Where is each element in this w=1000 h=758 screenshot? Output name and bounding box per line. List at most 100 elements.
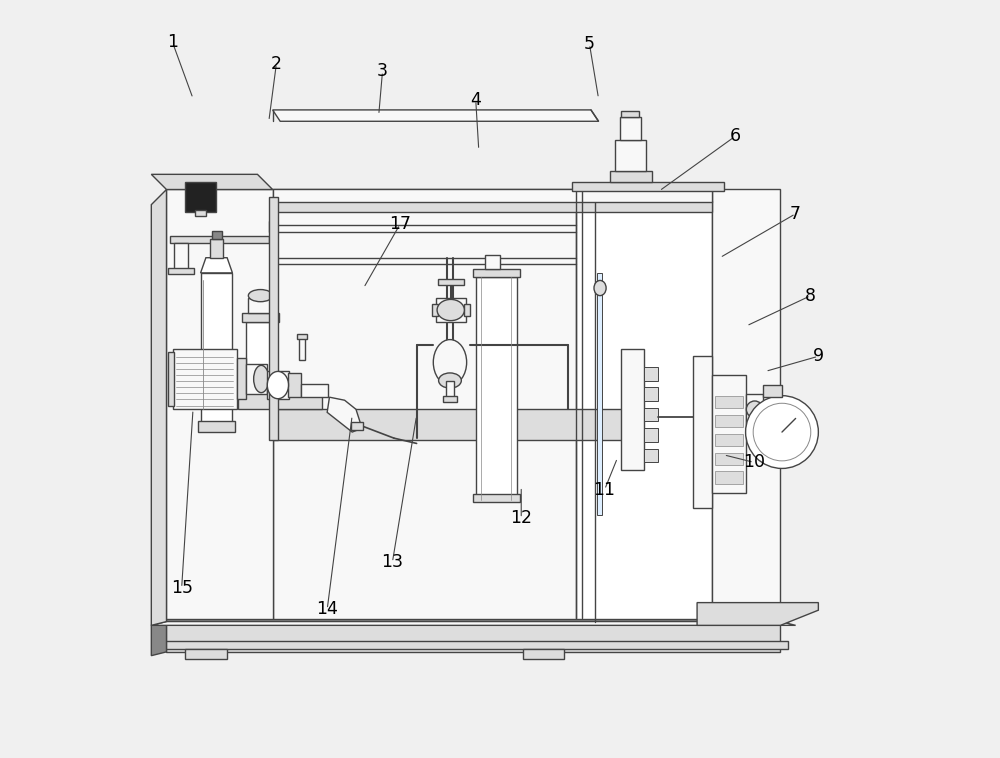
Ellipse shape <box>439 373 461 388</box>
Bar <box>485 255 500 269</box>
Bar <box>185 182 216 212</box>
Bar <box>523 649 564 659</box>
Polygon shape <box>151 622 796 625</box>
Bar <box>715 434 743 446</box>
Text: 7: 7 <box>790 205 801 223</box>
Bar <box>715 396 743 408</box>
Ellipse shape <box>594 280 606 296</box>
Bar <box>246 375 275 383</box>
Bar <box>273 201 712 212</box>
Text: 11: 11 <box>594 481 616 499</box>
Text: 9: 9 <box>813 347 824 365</box>
Text: 3: 3 <box>377 62 388 80</box>
Bar <box>166 641 788 649</box>
Text: 2: 2 <box>271 55 282 73</box>
Ellipse shape <box>267 371 289 399</box>
Bar <box>212 231 222 239</box>
Polygon shape <box>201 258 232 273</box>
Bar <box>644 367 658 381</box>
Bar <box>712 190 780 622</box>
Bar <box>168 352 174 406</box>
Ellipse shape <box>254 365 269 393</box>
Bar <box>443 396 457 402</box>
Bar <box>273 189 712 202</box>
Bar <box>174 243 188 273</box>
Bar <box>166 190 273 622</box>
Bar <box>299 337 305 360</box>
Ellipse shape <box>437 299 464 321</box>
Text: 12: 12 <box>510 509 532 528</box>
Bar <box>432 304 438 316</box>
Text: 15: 15 <box>171 579 193 597</box>
Bar <box>170 236 269 243</box>
Bar <box>712 375 746 493</box>
Polygon shape <box>151 174 273 190</box>
Polygon shape <box>273 110 599 121</box>
Bar <box>351 422 363 430</box>
Bar <box>476 277 517 500</box>
Bar <box>644 428 658 442</box>
Bar <box>446 381 454 398</box>
Bar <box>273 190 629 622</box>
Bar <box>693 356 712 508</box>
Bar <box>438 279 464 285</box>
Bar <box>288 373 301 397</box>
Bar <box>621 349 644 470</box>
Bar <box>248 298 271 313</box>
Bar <box>246 364 267 394</box>
Bar <box>238 393 322 409</box>
Bar <box>297 334 307 339</box>
Bar <box>267 371 289 399</box>
Polygon shape <box>151 190 166 625</box>
Bar <box>301 384 328 397</box>
Bar <box>615 140 646 171</box>
Bar <box>576 190 712 622</box>
Bar <box>273 409 629 440</box>
Circle shape <box>753 403 811 461</box>
Bar <box>572 182 724 191</box>
Bar <box>644 449 658 462</box>
Bar <box>201 273 232 424</box>
Bar <box>644 408 658 421</box>
Bar <box>715 415 743 427</box>
Polygon shape <box>327 397 362 432</box>
Polygon shape <box>151 622 166 656</box>
Bar <box>173 349 237 409</box>
Text: 8: 8 <box>805 287 816 305</box>
Bar <box>166 619 788 623</box>
Bar <box>269 221 276 232</box>
Circle shape <box>746 396 818 468</box>
Bar <box>746 394 763 424</box>
Bar <box>195 210 206 216</box>
Bar <box>166 622 780 652</box>
Bar <box>210 239 223 258</box>
Bar <box>237 358 246 399</box>
Text: 17: 17 <box>389 215 411 233</box>
Text: 1: 1 <box>167 33 178 52</box>
Bar <box>644 387 658 401</box>
Bar <box>473 269 520 277</box>
Bar <box>473 494 520 502</box>
Bar <box>246 322 275 379</box>
Bar <box>436 298 466 322</box>
Bar <box>715 453 743 465</box>
Ellipse shape <box>248 290 273 302</box>
Text: 4: 4 <box>470 91 481 109</box>
Ellipse shape <box>746 401 763 418</box>
Bar <box>597 273 602 515</box>
Text: 10: 10 <box>743 453 765 471</box>
Bar <box>269 197 278 440</box>
Bar <box>620 117 641 140</box>
Text: 6: 6 <box>729 127 741 146</box>
Bar <box>185 649 227 659</box>
Text: 14: 14 <box>316 600 338 619</box>
Bar <box>198 421 235 432</box>
Bar <box>168 268 194 274</box>
Bar <box>464 304 470 316</box>
Bar <box>763 385 782 397</box>
Bar <box>610 171 652 182</box>
Bar <box>715 471 743 484</box>
Bar <box>242 313 279 322</box>
Polygon shape <box>697 603 818 625</box>
Bar <box>621 111 639 117</box>
